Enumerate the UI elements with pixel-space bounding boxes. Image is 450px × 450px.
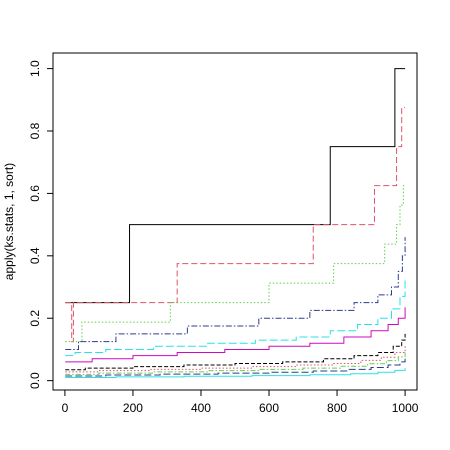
plot-box (52, 52, 418, 391)
series-line-7 (65, 333, 406, 371)
y-tick-label: 0.6 (28, 185, 42, 202)
series-line-9 (65, 352, 406, 375)
series-line-3 (65, 185, 406, 343)
series-line-5 (65, 277, 406, 357)
x-tick-label: 800 (327, 401, 347, 415)
series-line-1 (65, 68, 406, 304)
y-axis: 0.0 0.2 0.4 0.6 0.8 1.0 (28, 60, 53, 389)
series-line-4 (65, 237, 406, 350)
y-tick-label: 1.0 (28, 60, 42, 77)
x-tick-label: 400 (191, 401, 211, 415)
y-tick-label: 0.2 (28, 310, 42, 327)
y-tick-label: 0.4 (28, 247, 42, 264)
series-line-6 (65, 307, 406, 363)
series-layer (65, 68, 406, 379)
x-tick-label: 1000 (392, 401, 419, 415)
x-tick-label: 200 (123, 401, 143, 415)
x-tick-label: 0 (62, 401, 69, 415)
series-line-8 (65, 346, 406, 373)
series-line-11 (65, 368, 406, 379)
y-tick-label: 0.8 (28, 122, 42, 139)
y-axis-label: apply(ks.stats, 1, sort) (2, 163, 16, 280)
y-tick-label: 0.0 (28, 372, 42, 389)
x-tick-label: 600 (259, 401, 279, 415)
series-line-10 (65, 358, 406, 377)
x-axis: 0 200 400 600 800 1000 (62, 390, 419, 415)
